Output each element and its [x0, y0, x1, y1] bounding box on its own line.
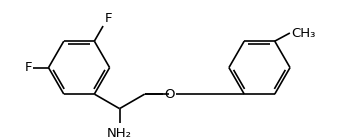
Text: F: F	[25, 61, 32, 74]
Text: O: O	[164, 88, 175, 101]
Text: CH₃: CH₃	[291, 27, 316, 39]
Text: NH₂: NH₂	[107, 127, 132, 139]
Text: F: F	[105, 13, 112, 25]
